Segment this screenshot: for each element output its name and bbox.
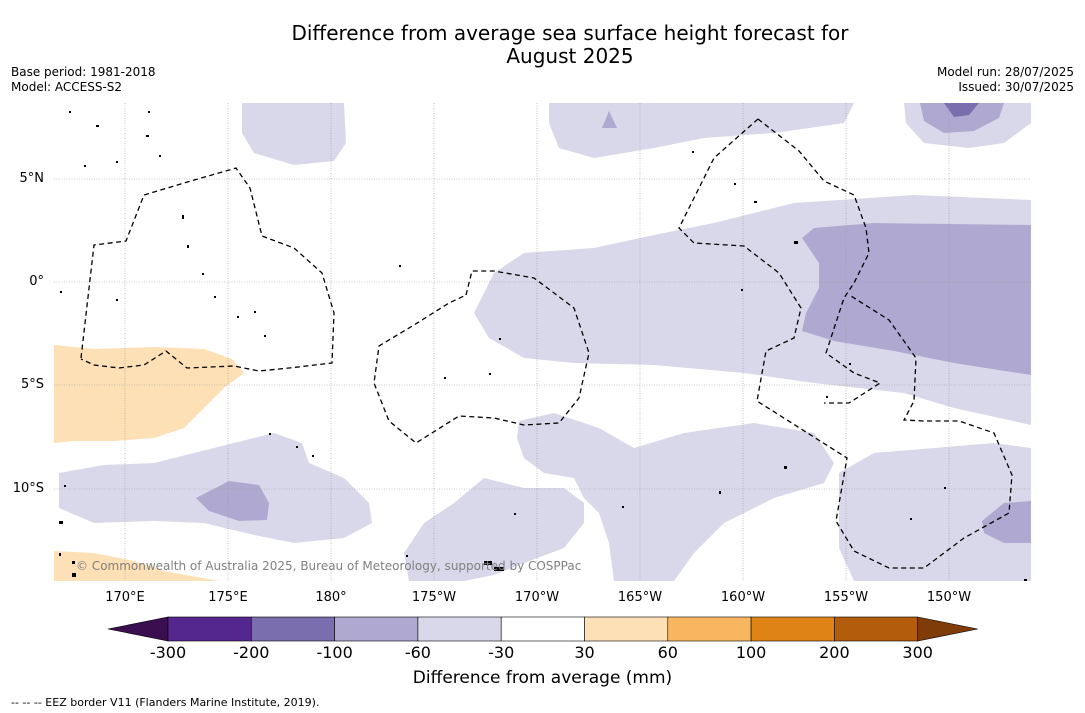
colorbar-extend-low (108, 616, 169, 642)
colorbar-tick-label: -200 (233, 643, 270, 662)
region-south-east (839, 443, 1031, 581)
colorbar-segment (584, 616, 669, 642)
colorbar-tick-label: -60 (404, 643, 431, 662)
eez-border-phoenix (373, 270, 590, 444)
region-south-east-core (982, 501, 1031, 543)
model-name: Model: ACCESS-S2 (11, 80, 123, 94)
model-run: Model run: 28/07/2025 (936, 65, 1074, 79)
region-north-east (549, 103, 854, 158)
eez-border-tuvalu-kiribati-west (80, 167, 335, 372)
lon-label-175w: 175°W (411, 590, 457, 605)
colorbar-segment (251, 616, 335, 642)
region-north-central (242, 103, 346, 165)
region-south-west-core (196, 481, 269, 521)
colorbar-segment (167, 616, 252, 642)
anomaly-medium-purple-regions (196, 103, 1031, 543)
colorbar-tick-label: 30 (574, 643, 595, 662)
region-ne-corner-core (920, 103, 1004, 133)
sea-height-map (54, 103, 1031, 581)
region-west-orange (54, 345, 244, 443)
colorbar-tick-label: -100 (316, 643, 353, 662)
lat-label-5s: 5°S (20, 377, 44, 392)
lon-label-165w: 165°W (617, 590, 663, 605)
base-period: Base period: 1981-2018 (11, 65, 156, 79)
lon-label-180: 180° (315, 590, 347, 605)
eez-border-line-islands-south (678, 118, 1013, 569)
colorbar-tick-label: 100 (735, 643, 767, 662)
title-line-1: Difference from average sea surface heig… (291, 21, 849, 45)
lat-label-10s: 10°S (12, 481, 44, 496)
region-ne-deep-core (944, 103, 979, 117)
colorbar-tick-label: -30 (488, 643, 515, 662)
colorbar (108, 616, 978, 642)
lat-label-5n: 5°N (19, 171, 45, 186)
colorbar-tick-label: 60 (657, 643, 678, 662)
lon-label-175e: 175°E (208, 590, 248, 605)
copyright-notice: © Commonwealth of Australia 2025, Bureau… (76, 559, 582, 573)
colorbar-segment (334, 616, 419, 642)
colorbar-segment (417, 616, 502, 642)
map-title: Difference from average sea surface heig… (0, 22, 1085, 68)
region-south-middle (404, 478, 584, 581)
lon-label-170e: 170°E (105, 590, 145, 605)
graticule (54, 103, 1031, 581)
colorbar-tick-label: 300 (902, 643, 933, 662)
issued-date: Issued: 30/07/2025 (958, 80, 1074, 94)
region-southwest-orange (54, 551, 219, 581)
meta-right: Model run: 28/07/2025 Issued: 30/07/2025 (937, 65, 1074, 95)
colorbar-tick-label: -300 (149, 643, 187, 662)
eez-borders (80, 118, 1013, 569)
eez-legend-note: -- -- -- EEZ border V11 (Flanders Marine… (11, 696, 320, 709)
region-north-small (602, 111, 617, 128)
lat-label-0: 0° (29, 274, 44, 289)
colorbar-segment (834, 616, 919, 642)
region-equatorial-core (802, 223, 1031, 375)
colorbar-segment (500, 616, 585, 642)
lon-label-170w: 170°W (514, 590, 560, 605)
lon-label-150w: 150°W (926, 590, 972, 605)
title-line-2: August 2025 (506, 44, 634, 68)
colorbar-title: Difference from average (mm) (412, 668, 673, 688)
colorbar-segment (667, 616, 752, 642)
island-markers (59, 111, 1027, 581)
anomaly-light-orange-regions (54, 345, 244, 581)
region-south-central (517, 413, 834, 581)
lon-label-155w: 155°W (823, 590, 869, 605)
colorbar-tick-label: 200 (819, 643, 850, 662)
meta-left: Base period: 1981-2018 Model: ACCESS-S2 (11, 65, 156, 95)
lon-label-160w: 160°W (720, 590, 766, 605)
colorbar-extend-high (917, 616, 978, 642)
colorbar-segment (750, 616, 835, 642)
